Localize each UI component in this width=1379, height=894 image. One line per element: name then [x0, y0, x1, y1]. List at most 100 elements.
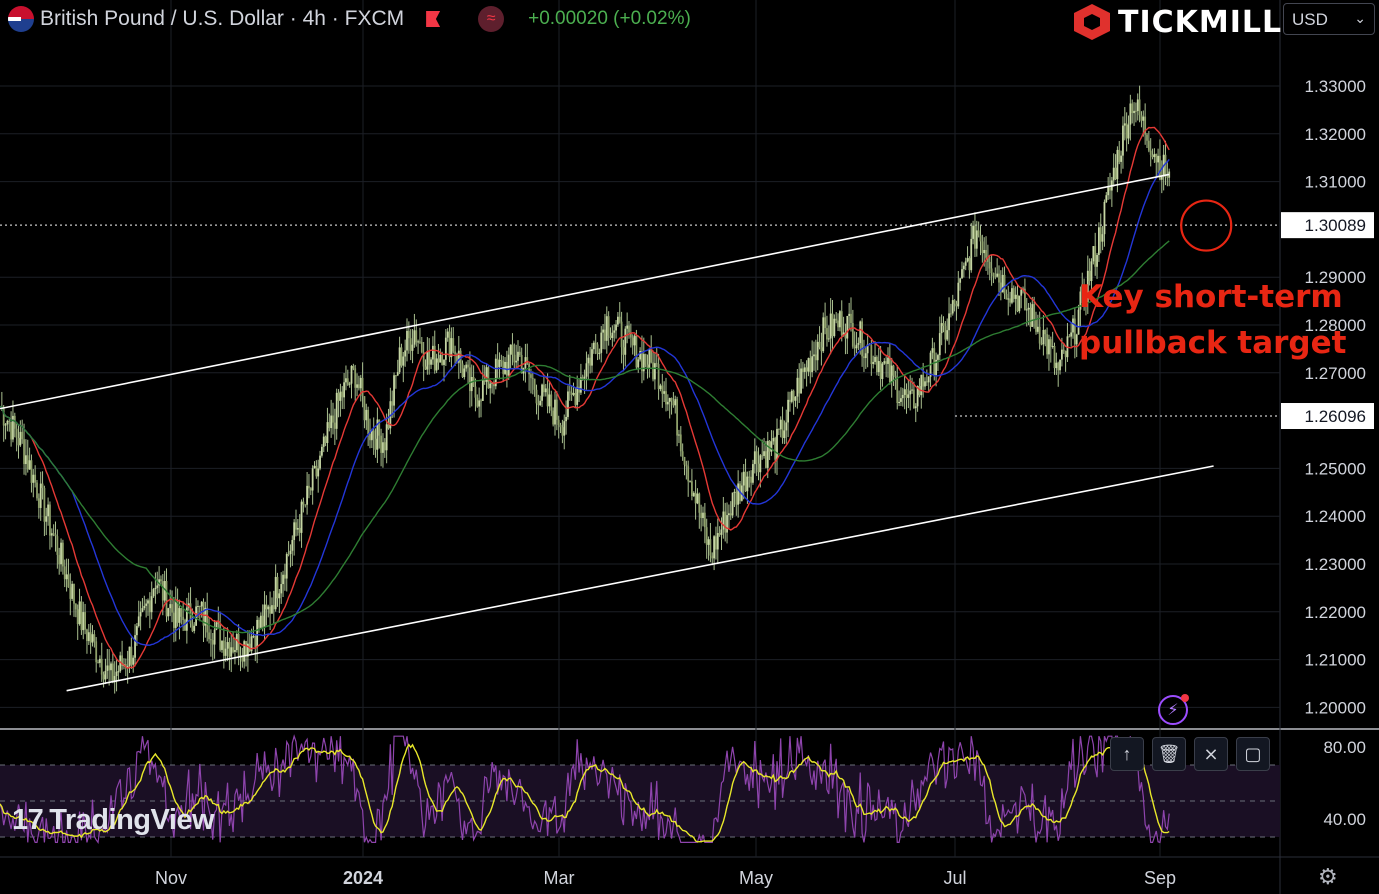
price-bar-body	[124, 664, 127, 668]
price-level-badge	[1281, 403, 1374, 430]
price-bar-body	[1114, 167, 1117, 180]
price-bar-body	[74, 603, 77, 610]
price-bar-body	[215, 622, 218, 630]
ma-fast-line	[0, 126, 1170, 670]
price-bar-body	[210, 639, 212, 641]
price-bar-body	[961, 269, 963, 279]
price-bar-body	[700, 512, 703, 519]
price-bar-body	[578, 386, 580, 393]
price-bar-body	[37, 498, 40, 508]
price-bar-body	[43, 487, 46, 522]
maximize-icon[interactable]: ▢	[1236, 737, 1270, 771]
price-bar-body	[774, 437, 777, 460]
price-bar-body	[596, 344, 599, 354]
price-bar-body	[489, 383, 492, 389]
flag-icon[interactable]	[426, 11, 441, 27]
price-bar-body	[920, 374, 923, 396]
currency-select[interactable]: USD ⌄	[1283, 3, 1375, 35]
price-bar-body	[272, 605, 275, 610]
target-circle	[1180, 199, 1233, 252]
price-bar-body	[544, 388, 547, 393]
price-bar-body	[222, 640, 225, 656]
trash-icon[interactable]: 🗑	[1152, 737, 1186, 771]
price-bar-body	[737, 483, 740, 505]
price-bar-body	[650, 348, 653, 363]
price-bar-body	[49, 504, 51, 536]
price-bar-body	[977, 230, 980, 236]
price-bar-body	[694, 492, 697, 504]
price-bar-body	[951, 300, 954, 314]
price-bar-body	[554, 399, 556, 425]
price-bar-body	[883, 361, 886, 364]
symbol-title[interactable]: British Pound / U.S. Dollar · 4h · FXCM	[40, 7, 405, 30]
x-tick-label: May	[739, 868, 773, 888]
price-bar-body	[555, 399, 558, 420]
collapse-icon[interactable]: ⨯	[1194, 737, 1228, 771]
price-bar-body	[814, 354, 817, 361]
price-bar-body	[587, 357, 590, 364]
price-bar-body	[1147, 140, 1150, 151]
move-up-icon[interactable]: ↑	[1110, 737, 1144, 771]
price-bar-body	[622, 347, 625, 355]
price-bar-body	[1101, 234, 1104, 242]
price-bar-body	[446, 331, 449, 338]
y-tick-label: 1.20000	[1305, 698, 1366, 717]
price-bar-body	[546, 388, 549, 407]
price-bar-body	[369, 434, 371, 441]
price-bar-body	[937, 355, 939, 360]
price-bar-body	[102, 674, 105, 680]
price-bar-body	[742, 471, 745, 486]
price-bar-body	[600, 332, 603, 353]
price-bar-body	[530, 374, 532, 378]
price-bar-body	[789, 399, 791, 402]
price-bar-body	[570, 392, 573, 395]
price-bar-body	[469, 367, 471, 392]
price-bar-body	[10, 421, 12, 440]
price-bar-body	[583, 376, 586, 379]
rsi-line	[0, 734, 1170, 844]
price-bar-body	[385, 424, 388, 451]
gbp-usd-flag-icon	[8, 6, 34, 32]
price-bar-body	[271, 605, 273, 614]
price-bar-body	[696, 493, 699, 504]
price-bar-body	[568, 391, 571, 393]
price-bar-body	[311, 468, 314, 491]
price-bar-body	[985, 250, 987, 258]
price-bar-body	[652, 362, 654, 380]
price-bar-body	[990, 268, 993, 274]
rsi-ma-line	[0, 740, 1170, 843]
price-bar-body	[911, 389, 913, 391]
price-bar-body	[354, 368, 357, 388]
price-bar-body	[261, 615, 264, 627]
price-bar-body	[618, 316, 621, 322]
price-bar-body	[901, 394, 904, 399]
price-bar-body	[321, 446, 323, 456]
price-bar-body	[448, 331, 451, 358]
price-bar-body	[1096, 254, 1098, 267]
y-tick-label: 1.33000	[1305, 77, 1366, 96]
price-bar-body	[365, 409, 368, 421]
gear-icon[interactable]: ⚙	[1318, 864, 1338, 889]
price-bar-body	[287, 554, 290, 556]
price-bar-body	[1009, 298, 1011, 303]
price-bar-body	[356, 384, 358, 388]
price-change: +0.00020 (+0.02%)	[528, 8, 691, 29]
price-bar-body	[1151, 154, 1154, 158]
wave-icon[interactable]: ≈	[478, 6, 505, 32]
price-bar-body	[406, 330, 408, 351]
price-bar-body	[374, 438, 377, 450]
price-bar-body	[1024, 288, 1026, 310]
price-bar-body	[781, 419, 784, 439]
price-bar-body	[678, 434, 680, 436]
price-bar-body	[21, 431, 24, 440]
tradingview-name: TradingView	[49, 804, 215, 836]
price-bar-body	[657, 364, 660, 390]
price-bar-body	[145, 603, 148, 606]
lightning-icon[interactable]: ⚡	[1158, 694, 1189, 725]
price-bar-body	[1036, 326, 1039, 332]
price-bar-body	[380, 435, 382, 453]
price-bar-body	[759, 455, 762, 473]
price-bar-body	[750, 476, 752, 483]
price-bar-body	[892, 365, 895, 376]
